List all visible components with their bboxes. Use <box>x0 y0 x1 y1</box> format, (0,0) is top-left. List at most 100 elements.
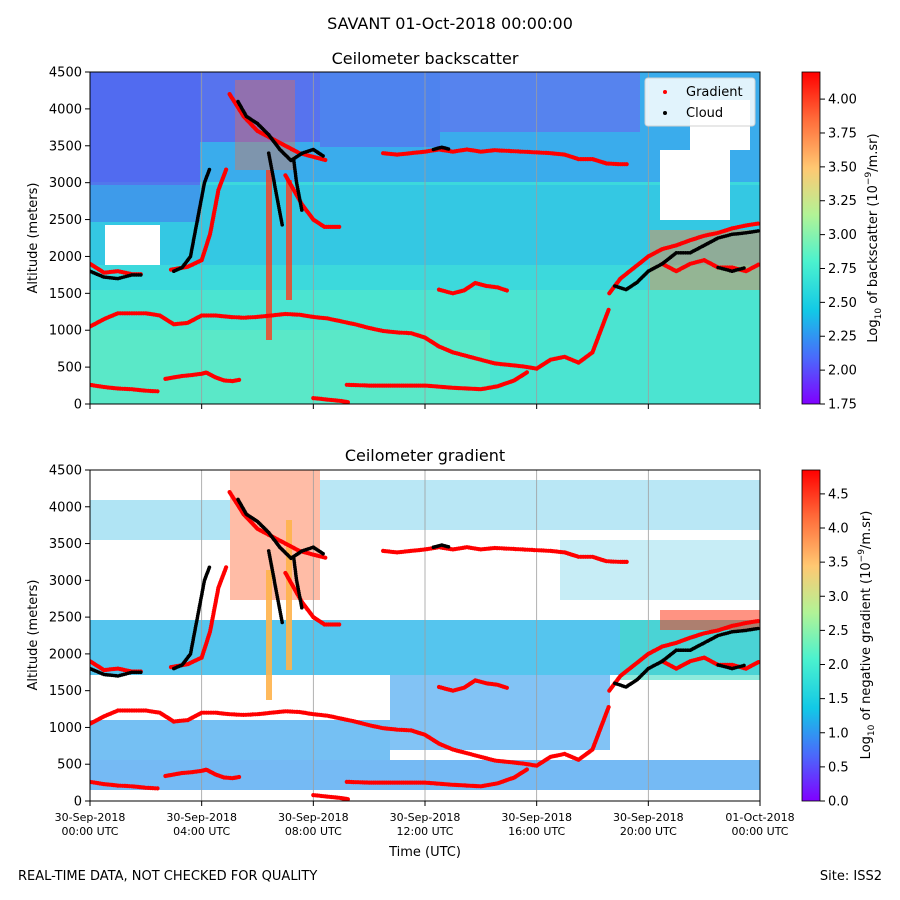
backscatter-colorbar-label: Log10 of backscatter (10−9/m.sr) <box>864 133 884 342</box>
x-tick-label-time: 00:00 UTC <box>731 825 788 838</box>
y-tick-label: 500 <box>57 758 82 773</box>
cloud-marker <box>207 167 212 172</box>
y-tick-label: 3500 <box>49 139 82 154</box>
y-tick-label: 2500 <box>49 611 82 626</box>
y-tick-label: 2500 <box>49 213 82 228</box>
gradient-marker <box>345 400 350 404</box>
quality-disclaimer: REAL-TIME DATA, NOT CHECKED FOR QUALITY <box>18 869 318 884</box>
gradient-marker <box>237 774 242 780</box>
y-tick-label: 4000 <box>49 102 82 117</box>
colorbar-tick-label: 1.5 <box>828 692 849 707</box>
figure-suptitle: SAVANT 01-Oct-2018 00:00:00 <box>327 14 573 33</box>
cloud-marker <box>756 229 760 233</box>
gradient-marker <box>755 221 760 226</box>
gradient-marker <box>337 622 342 627</box>
cloud-marker <box>742 266 746 270</box>
cloud-marker <box>446 147 451 151</box>
y-tick-label: 4000 <box>49 500 82 515</box>
gradient-marker <box>606 705 611 710</box>
backscatter-colorbar-ticks: 1.75 2.00 2.25 2.50 2.75 3.00 3.25 3.50 3.75 4.00 <box>820 93 857 413</box>
colorbar-tick-label: 2.75 <box>828 262 857 277</box>
cloud-marker <box>280 620 285 625</box>
y-tick-label: 1500 <box>49 287 82 302</box>
gradient-marker <box>756 262 760 267</box>
gradient-y-ticks: 0 500 1000 1500 2000 2500 3000 3500 4000 4500 <box>49 464 90 810</box>
x-tick-label-time: 08:00 UTC <box>285 825 342 838</box>
x-tick-label-date: 01-Oct-2018 <box>725 811 794 824</box>
gradient-panel: 0 500 1000 1500 2000 2500 3000 3500 4000 4500 30-… <box>26 446 877 860</box>
backscatter-y-ticks: 0 500 1000 1500 2000 2500 3000 3500 4000 4500 <box>49 66 90 413</box>
x-tick-label-date: 30-Sep-2018 <box>55 811 126 824</box>
colorbar-tick-label: 4.00 <box>828 93 857 108</box>
colorbar-tick-label: 3.25 <box>828 194 857 209</box>
y-tick-label: 1000 <box>49 324 82 339</box>
cloud-marker <box>446 545 451 549</box>
gradient-colorbar-label: Log10 of negative gradient (10−9/m.sr) <box>857 511 877 760</box>
x-tick-label-date: 30-Sep-2018 <box>390 811 461 824</box>
x-tick-label-date: 30-Sep-2018 <box>166 811 237 824</box>
colorbar-tick-label: 2.0 <box>828 658 849 673</box>
colorbar-tick-label: 2.00 <box>828 364 857 379</box>
gradient-marker <box>624 162 629 167</box>
cloud-marker <box>321 551 325 556</box>
colorbar-tick-label: 3.50 <box>828 160 857 175</box>
gradient-marker <box>323 157 328 163</box>
colorbar-tick-label: 3.75 <box>828 126 857 141</box>
gradient-marker <box>756 660 760 665</box>
backscatter-time-gridlines <box>201 72 649 404</box>
y-tick-label: 1500 <box>49 684 82 699</box>
legend-box <box>644 77 756 127</box>
gradient-marker <box>524 370 530 375</box>
gradient-y-axis-label: Altitude (meters) <box>26 580 41 691</box>
y-tick-label: 4500 <box>49 464 82 479</box>
x-tick-label-date: 30-Sep-2018 <box>501 811 572 824</box>
y-tick-label: 2000 <box>49 250 82 265</box>
colorbar-tick-label: 1.75 <box>828 398 857 413</box>
colorbar-tick-label: 0.5 <box>828 760 849 775</box>
colorbar-tick-label: 3.00 <box>828 228 857 243</box>
gradient-marker <box>323 555 328 560</box>
x-tick-label-time: 12:00 UTC <box>396 825 453 838</box>
gradient-marker <box>624 559 629 565</box>
cloud-marker <box>139 273 143 277</box>
colorbar-tick-label: 1.0 <box>828 726 849 741</box>
colorbar-tick-label: 3.5 <box>828 556 849 571</box>
x-tick-label-date: 30-Sep-2018 <box>613 811 684 824</box>
x-tick-label-date: 30-Sep-2018 <box>278 811 349 824</box>
gradient-gradient-markers <box>90 490 760 801</box>
gradient-marker <box>345 797 350 801</box>
cloud-marker <box>300 605 304 610</box>
gradient-marker <box>155 389 160 394</box>
site-label: Site: ISS2 <box>819 869 882 884</box>
y-tick-label: 500 <box>57 361 82 376</box>
colorbar-tick-label: 4.0 <box>828 522 849 537</box>
colorbar-tick-label: 0.0 <box>828 795 849 810</box>
y-tick-label: 3000 <box>49 574 82 589</box>
gradient-marker <box>224 167 229 172</box>
y-tick-label: 1000 <box>49 721 82 736</box>
y-tick-label: 3000 <box>49 176 82 191</box>
cloud-marker <box>139 670 143 675</box>
legend-entry-cloud: Cloud <box>686 106 723 121</box>
gradient-marker <box>606 307 611 312</box>
cloud-marker <box>321 154 325 158</box>
gradient-marker <box>524 767 530 772</box>
cloud-marker <box>300 208 304 212</box>
cloud-marker <box>742 663 746 668</box>
y-tick-label: 0 <box>74 795 82 810</box>
gradient-marker <box>755 619 760 624</box>
backscatter-panel: 0 500 1000 1500 2000 2500 3000 3500 4000 4500 Cei… <box>26 49 884 413</box>
gradient-marker <box>237 377 242 382</box>
backscatter-colorbar <box>801 71 821 405</box>
y-tick-label: 2000 <box>49 647 82 662</box>
gradient-colorbar-ticks: 0.0 0.5 1.0 1.5 2.0 2.5 3.0 3.5 4.0 4.5 <box>820 487 849 810</box>
backscatter-cloud-markers <box>90 99 760 292</box>
colorbar-tick-label: 2.25 <box>828 330 857 345</box>
colorbar-tick-label: 2.50 <box>828 296 857 311</box>
gradient-marker <box>504 685 509 690</box>
x-axis-label: Time (UTC) <box>388 845 461 860</box>
legend-entry-gradient: Gradient <box>686 85 743 100</box>
colorbar-tick-label: 4.5 <box>828 487 849 502</box>
